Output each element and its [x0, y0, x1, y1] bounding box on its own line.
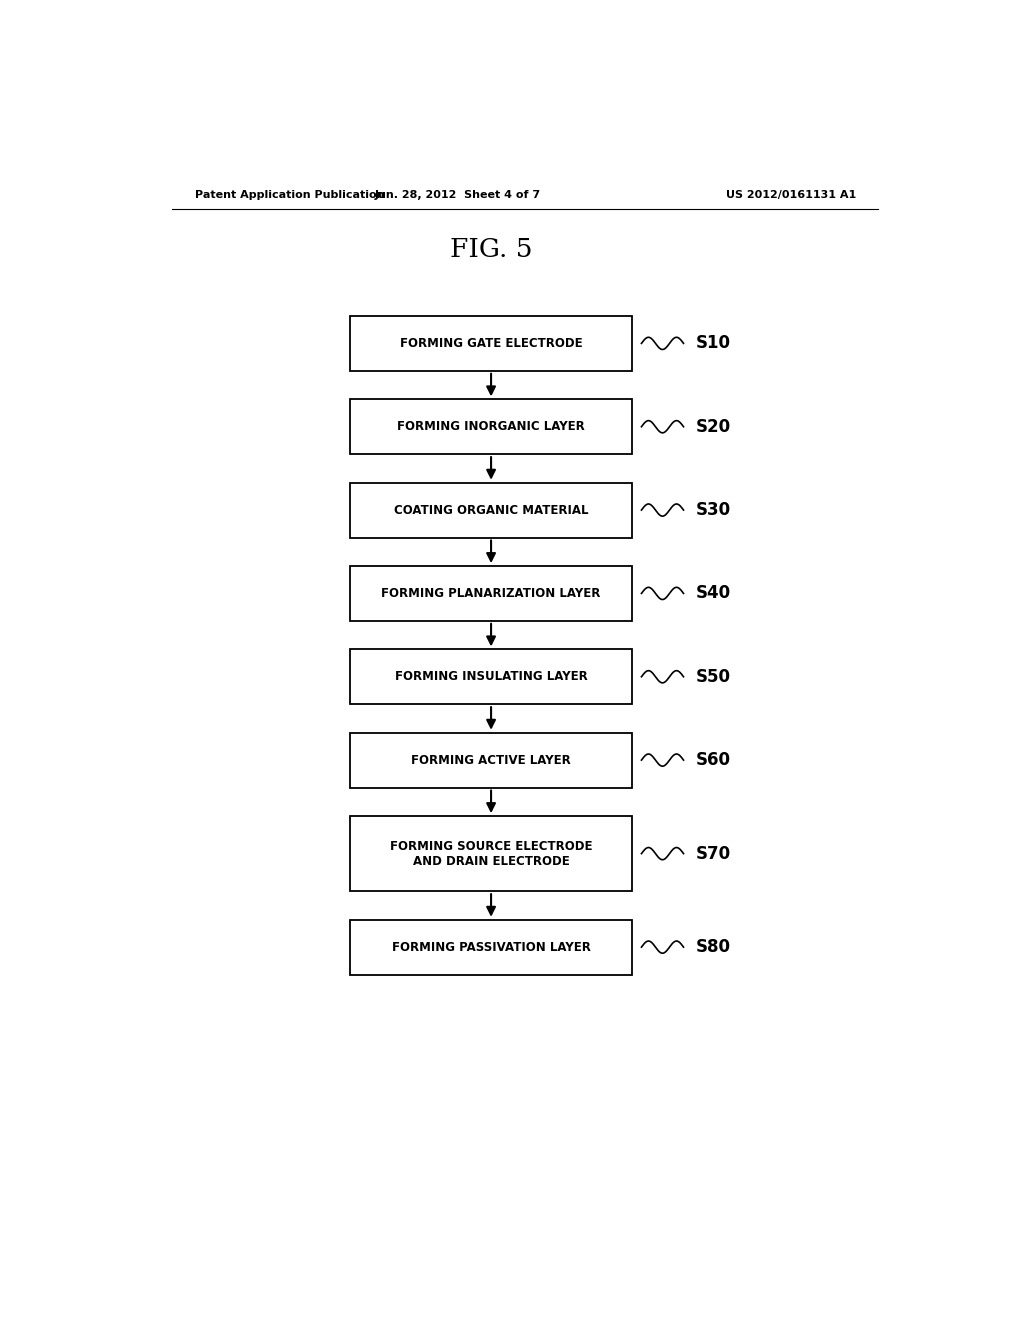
Text: S40: S40 — [695, 585, 730, 602]
Text: Jun. 28, 2012  Sheet 4 of 7: Jun. 28, 2012 Sheet 4 of 7 — [375, 190, 541, 201]
FancyBboxPatch shape — [350, 315, 632, 371]
Text: S10: S10 — [695, 334, 730, 352]
Text: S70: S70 — [695, 845, 730, 862]
Text: S30: S30 — [695, 502, 730, 519]
FancyBboxPatch shape — [350, 399, 632, 454]
Text: S50: S50 — [695, 668, 730, 686]
Text: FORMING INSULATING LAYER: FORMING INSULATING LAYER — [394, 671, 588, 684]
Text: Patent Application Publication: Patent Application Publication — [196, 190, 385, 201]
Text: US 2012/0161131 A1: US 2012/0161131 A1 — [726, 190, 856, 201]
Text: FORMING PASSIVATION LAYER: FORMING PASSIVATION LAYER — [391, 941, 591, 953]
Text: COATING ORGANIC MATERIAL: COATING ORGANIC MATERIAL — [394, 503, 589, 516]
Text: S80: S80 — [695, 939, 730, 956]
FancyBboxPatch shape — [350, 733, 632, 788]
Text: FORMING PLANARIZATION LAYER: FORMING PLANARIZATION LAYER — [381, 587, 601, 599]
FancyBboxPatch shape — [350, 566, 632, 620]
Text: S20: S20 — [695, 417, 730, 436]
FancyBboxPatch shape — [350, 483, 632, 537]
FancyBboxPatch shape — [350, 920, 632, 974]
Text: FORMING ACTIVE LAYER: FORMING ACTIVE LAYER — [412, 754, 571, 767]
FancyBboxPatch shape — [350, 816, 632, 891]
Text: FORMING GATE ELECTRODE: FORMING GATE ELECTRODE — [399, 337, 583, 350]
Text: FORMING SOURCE ELECTRODE
AND DRAIN ELECTRODE: FORMING SOURCE ELECTRODE AND DRAIN ELECT… — [390, 840, 592, 867]
Text: S60: S60 — [695, 751, 730, 770]
Text: FORMING INORGANIC LAYER: FORMING INORGANIC LAYER — [397, 420, 585, 433]
Text: FIG. 5: FIG. 5 — [450, 238, 532, 263]
FancyBboxPatch shape — [350, 649, 632, 704]
